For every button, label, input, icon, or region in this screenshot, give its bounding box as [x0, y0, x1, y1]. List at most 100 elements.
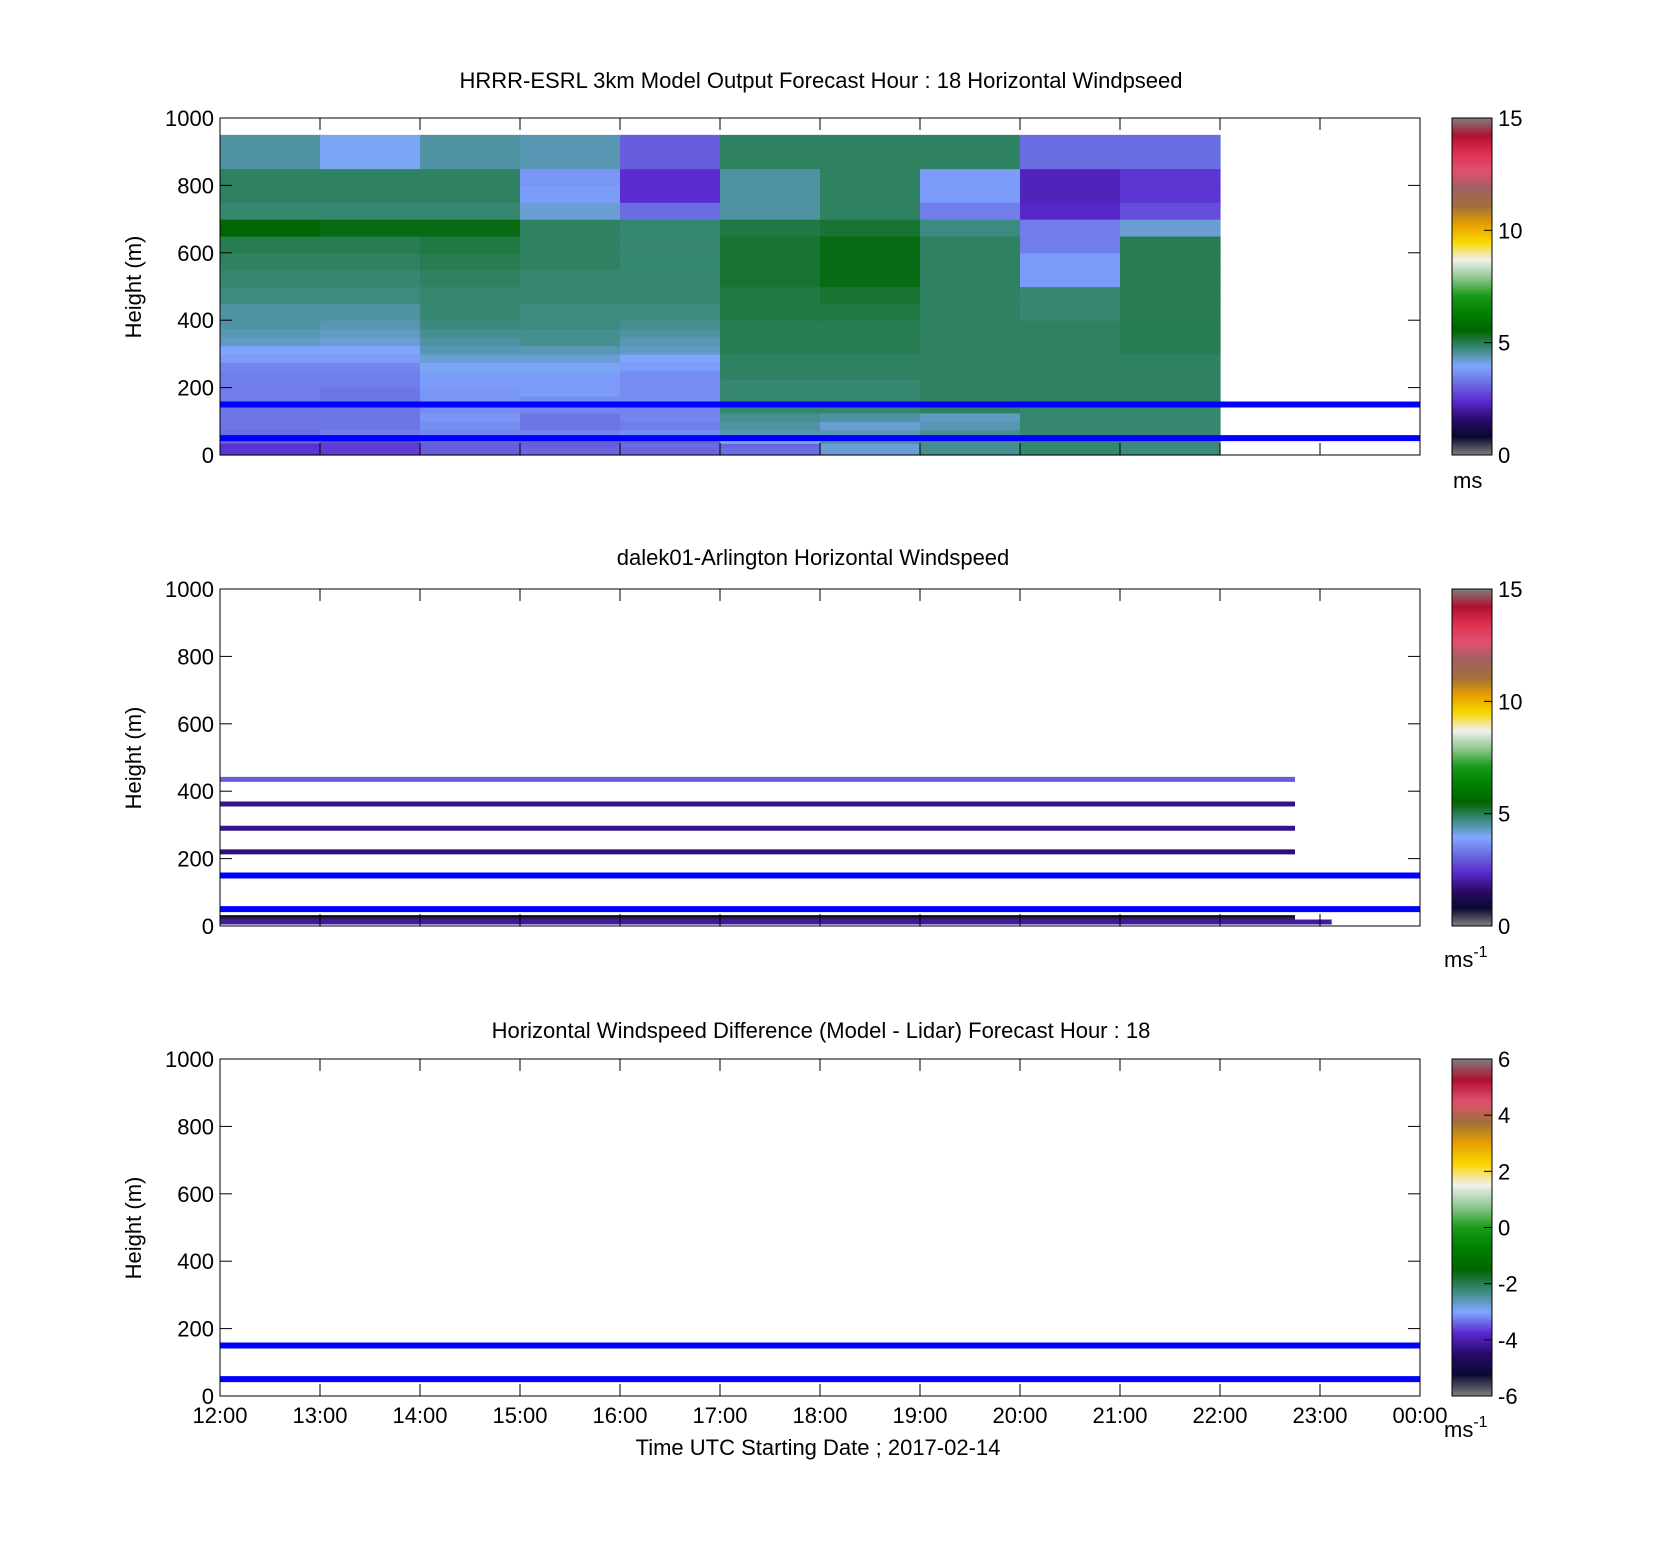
colorbar: 0 5 10 15 — [1451, 106, 1522, 468]
heatmap-cell — [220, 353, 321, 363]
heatmap-cell — [320, 235, 421, 254]
heatmap-cell — [620, 421, 721, 431]
heatmap-cell — [220, 412, 321, 422]
heatmap-cell — [420, 387, 521, 397]
heatmap-cell — [320, 303, 421, 321]
heatmap-cell — [1120, 168, 1221, 186]
unit-exponent: -1 — [1473, 1414, 1487, 1431]
heatmap-cell — [320, 345, 421, 355]
y-tick-label: 0 — [202, 1384, 214, 1409]
heatmap-cell — [320, 421, 421, 431]
heatmap-cell — [220, 328, 321, 338]
heatmap-cell — [820, 303, 921, 321]
heatmap-cell — [1020, 370, 1121, 380]
heatmap-cell — [520, 446, 621, 456]
heatmap-cell — [720, 235, 821, 254]
x-axis-label: Time UTC Starting Date ; 2017-02-14 — [636, 1435, 1001, 1460]
heatmap-cell — [620, 396, 721, 406]
heatmap-cell — [520, 219, 621, 237]
heatmap-cell — [1120, 396, 1221, 406]
x-tick-label: 00:00 — [1392, 1403, 1447, 1428]
x-tick-label: 16:00 — [592, 1403, 647, 1428]
overlay-lines — [220, 401, 1420, 442]
heatmap-cell — [220, 185, 321, 203]
heatmap-cell — [220, 379, 321, 389]
heatmap-cell — [720, 429, 821, 439]
heatmap-cell — [720, 303, 821, 321]
heatmap-cell — [920, 320, 1021, 330]
heatmap-cell — [320, 412, 421, 422]
heatmap-cell — [820, 446, 921, 456]
y-axis: 0 200 400 600 800 1000 — [165, 106, 1420, 468]
heatmap-cell — [1020, 446, 1121, 456]
y-tick-label: 600 — [177, 712, 214, 737]
heatmap-cell — [1020, 396, 1121, 406]
difference-panel: Horizontal Windspeed Difference (Model -… — [121, 1018, 1518, 1460]
heatmap-cell — [320, 134, 421, 153]
y-tick-label: 0 — [202, 914, 214, 939]
heatmap-cell — [520, 337, 621, 347]
x-tick-label: 21:00 — [1092, 1403, 1147, 1428]
heatmap-cell — [420, 328, 521, 338]
y-axis-label: Height (m) — [121, 707, 146, 810]
overlay-lines — [220, 1342, 1420, 1383]
heatmap-cell — [520, 345, 621, 355]
heatmap-cell — [320, 404, 421, 414]
heatmap-cell — [920, 269, 1021, 288]
heatmap-cell — [420, 252, 521, 271]
heatmap-cell — [320, 219, 421, 237]
heatmap-cell — [720, 396, 821, 406]
heatmap-cell — [920, 421, 1021, 431]
heatmap-cell — [520, 303, 621, 321]
heatmap-cell — [820, 337, 921, 347]
heatmap-cell — [320, 320, 421, 330]
x-tick-label: 15:00 — [492, 1403, 547, 1428]
heatmap-cell — [320, 362, 421, 372]
heatmap-cell — [1120, 387, 1221, 397]
heatmap-cell — [220, 370, 321, 380]
heatmap-cell — [920, 362, 1021, 372]
heatmap-cell — [220, 252, 321, 271]
heatmap-cell — [420, 235, 521, 254]
y-tick-label: 1000 — [165, 1047, 214, 1072]
heatmap-cell — [220, 362, 321, 372]
heatmap-cell — [920, 345, 1021, 355]
heatmap-cell — [320, 387, 421, 397]
heatmap-cell — [520, 202, 621, 220]
heatmap-cell — [1120, 429, 1221, 439]
heatmap-cell — [820, 202, 921, 220]
heatmap-cell — [1020, 328, 1121, 338]
y-axis-label: Height (m) — [121, 1177, 146, 1280]
heatmap-cell — [420, 443, 521, 448]
colorbar-tick-label: 4 — [1498, 1103, 1510, 1128]
heatmap-cell — [320, 443, 421, 448]
heatmap-cell — [620, 337, 721, 347]
heatmap-cell — [820, 185, 921, 203]
heatmap-cell — [1120, 202, 1221, 220]
heatmap-cell — [320, 185, 421, 203]
heatmap-cell — [620, 429, 721, 439]
heatmap-cell — [1120, 379, 1221, 389]
heatmap-cell — [720, 421, 821, 431]
heatmap-cell — [820, 387, 921, 397]
heatmap-cell — [720, 151, 821, 170]
heatmap-cell — [1020, 252, 1121, 271]
heatmap-cell — [920, 337, 1021, 347]
colorbar-gradient — [1451, 588, 1493, 927]
heatmap-cell — [1020, 286, 1121, 304]
colorbar-unit: ms-1 — [1444, 944, 1488, 972]
heatmap-cell — [820, 412, 921, 422]
heatmap-cell — [320, 328, 421, 338]
colorbar-tick-label: -6 — [1498, 1384, 1518, 1409]
heatmap-cell — [420, 202, 521, 220]
heatmap-cell — [1020, 202, 1121, 220]
heatmap-cell — [220, 219, 321, 237]
heatmap-cell — [220, 387, 321, 397]
heatmap-cell — [720, 134, 821, 153]
heatmap-cell — [220, 446, 321, 456]
y-tick-label: 600 — [177, 241, 214, 266]
heatmap-cell — [620, 387, 721, 397]
heatmap-cell — [420, 320, 521, 330]
heatmap-cell — [1020, 379, 1121, 389]
y-tick-label: 1000 — [165, 577, 214, 602]
